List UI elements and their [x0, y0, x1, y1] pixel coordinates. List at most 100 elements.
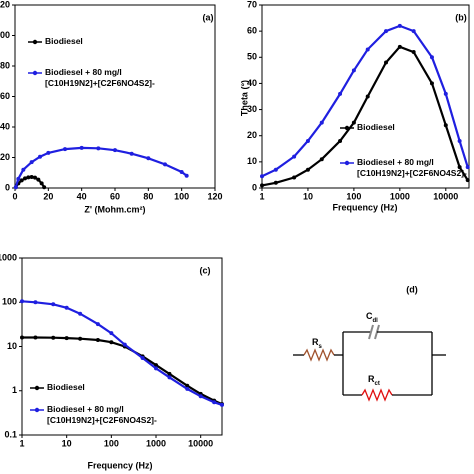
- data-point: [319, 120, 324, 125]
- x-axis-label: Frequency (Hz): [332, 202, 397, 212]
- data-point: [319, 157, 324, 162]
- y-tick-label: 80: [0, 60, 10, 70]
- plot-frame: [261, 4, 470, 189]
- series-line: [14, 146, 188, 188]
- rct-label: Rct: [368, 374, 380, 386]
- data-point: [429, 81, 434, 86]
- data-point: [113, 148, 117, 153]
- capacitor-plate: [368, 324, 374, 340]
- data-point: [198, 394, 203, 399]
- data-point: [220, 402, 224, 407]
- data-point: [51, 335, 56, 340]
- legend-label: Biodiesel: [45, 36, 83, 46]
- data-point: [19, 178, 24, 183]
- data-point: [443, 123, 448, 128]
- data-point: [163, 162, 167, 167]
- y-tick-label: 100: [0, 30, 10, 40]
- data-point: [33, 175, 37, 180]
- data-point: [397, 23, 402, 28]
- circuit: [293, 324, 446, 402]
- data-point: [64, 305, 69, 310]
- data-point: [23, 176, 27, 181]
- y-tick-label: 60: [0, 91, 10, 101]
- symbol: R: [368, 374, 375, 384]
- symbol: C: [366, 311, 373, 321]
- data-point: [39, 181, 44, 186]
- data-point: [46, 150, 51, 155]
- data-point: [29, 160, 34, 165]
- legend-marker: [344, 125, 350, 131]
- data-point: [140, 355, 145, 360]
- data-point: [185, 386, 190, 391]
- data-point: [21, 167, 26, 172]
- data-point: [457, 138, 462, 143]
- data-point: [154, 363, 159, 368]
- data-point: [260, 183, 264, 188]
- data-point: [411, 50, 416, 55]
- data-point: [33, 335, 38, 340]
- data-point: [20, 299, 24, 304]
- y-tick-label: 100: [2, 297, 17, 307]
- x-tick-label: 80: [143, 191, 153, 201]
- subscript: ct: [375, 381, 380, 387]
- panel-label: (d): [406, 284, 418, 294]
- data-point: [154, 366, 159, 371]
- legend-marker: [344, 160, 350, 166]
- y-tick-label: 1: [12, 385, 17, 395]
- data-point: [465, 178, 470, 183]
- data-point: [292, 154, 297, 159]
- x-tick-label: 40: [77, 191, 87, 201]
- x-tick-label: 20: [43, 191, 53, 201]
- data-point: [384, 29, 389, 34]
- x-tick-label: 1000: [146, 438, 166, 448]
- resistor-rct: [361, 388, 393, 402]
- y-tick-label: 10: [7, 341, 17, 351]
- legend-marker: [32, 39, 38, 45]
- data-point: [338, 91, 343, 96]
- data-point: [305, 138, 310, 143]
- data-point: [365, 47, 370, 52]
- data-point: [351, 68, 356, 73]
- data-point: [129, 151, 134, 156]
- data-point: [185, 383, 190, 388]
- y-tick-label: 40: [247, 78, 257, 88]
- y-tick-label: 30: [247, 104, 257, 114]
- y-tick-label: 0: [5, 182, 10, 192]
- series-line: [22, 336, 223, 406]
- data-point: [273, 180, 278, 185]
- data-point: [109, 331, 114, 336]
- data-point: [79, 145, 84, 150]
- rs-label: Rs: [312, 337, 323, 349]
- y-axis-label: Theta (°): [239, 80, 249, 116]
- data-point: [338, 138, 343, 143]
- data-point: [212, 400, 217, 405]
- data-point: [36, 177, 41, 182]
- x-tick-label: 1: [259, 191, 264, 201]
- data-point: [122, 342, 127, 347]
- y-tick-label: 50: [247, 52, 257, 62]
- y-tick-label: 60: [247, 26, 257, 36]
- resistor-rs: [303, 348, 335, 362]
- data-point: [167, 371, 172, 376]
- data-point: [64, 336, 69, 341]
- cdl-label: Cdl: [366, 311, 378, 323]
- data-point: [292, 175, 297, 180]
- data-point: [26, 175, 31, 180]
- data-point: [96, 146, 101, 151]
- legend-label: Biodiesel + 80 mg/l [C10H19N2]+[C2F6NO4S…: [47, 404, 157, 425]
- data-point: [78, 311, 83, 316]
- legend-label: Biodiesel + 80 mg/l [C10H19N2]+[C2F6NO4S…: [357, 157, 467, 178]
- x-tick-label: 10: [303, 191, 313, 201]
- data-point: [443, 91, 448, 96]
- data-point: [365, 94, 370, 99]
- data-point: [167, 375, 172, 380]
- x-tick-label: 10000: [188, 438, 213, 448]
- data-point: [20, 335, 24, 340]
- subscript: dl: [373, 318, 379, 324]
- data-point: [457, 165, 462, 170]
- y-tick-label: 0: [252, 182, 257, 192]
- y-tick-label: 0.1: [4, 429, 17, 439]
- data-point: [29, 175, 34, 180]
- data-point: [146, 156, 151, 161]
